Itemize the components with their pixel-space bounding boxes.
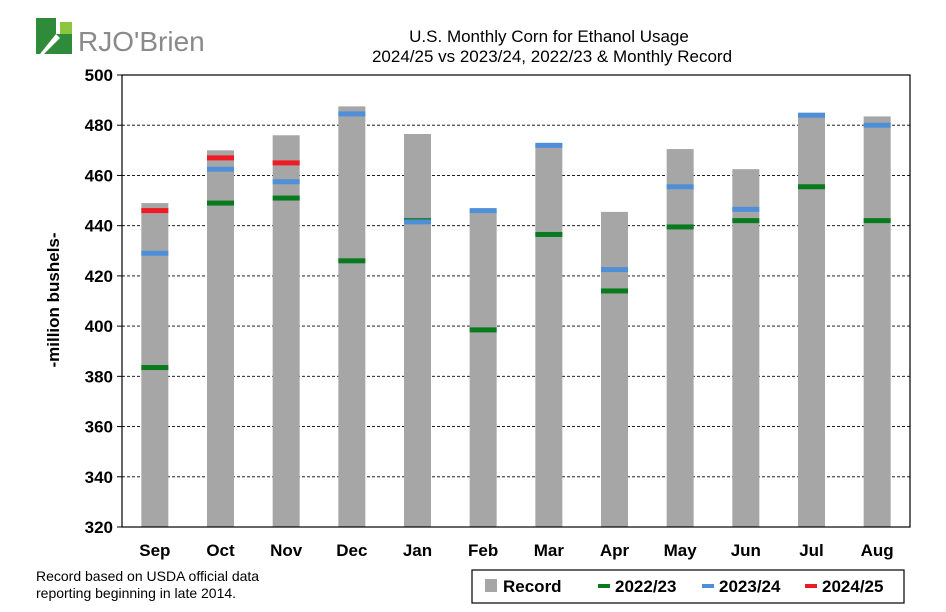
x-tick-label-oct: Oct [206,541,235,560]
y-axis-label: -million bushels- [44,232,63,367]
bar-record-feb [469,210,497,527]
y-tick-label-400: 400 [85,317,113,336]
bar-record-nov [272,135,300,527]
marker-2023-24-apr [601,267,628,273]
y-tick-label-480: 480 [85,116,113,135]
legend-2023-24-swatch [702,584,714,588]
rjobrien-logo: RJO'Brien [36,18,205,57]
marker-2022-23-dec [338,258,366,264]
x-tick-label-sep: Sep [139,541,170,560]
legend: Record 2022/23 2023/24 2024/25 [471,569,905,604]
legend-2022-23-swatch [598,584,610,588]
x-tick-label-may: May [664,541,698,560]
x-tick-label-jan: Jan [403,541,432,560]
marker-2022-23-jun [732,218,760,224]
legend-record-label: Record [503,577,562,596]
x-tick-label-jul: Jul [799,541,824,560]
bar-record-oct [207,150,234,528]
bar-record-apr [601,211,628,527]
x-tick-label-nov: Nov [270,541,303,560]
x-tick-label-aug: Aug [861,541,894,560]
marker-2023-24-feb [469,208,497,214]
bar-record-mar [535,144,563,528]
x-tick-label-mar: Mar [534,541,565,560]
legend-box [471,569,905,604]
marker-2022-23-sep [141,365,169,371]
chart-title: U.S. Monthly Corn for Ethanol Usage [409,27,689,46]
y-tick-label-360: 360 [85,418,113,437]
y-tick-label-500: 500 [85,66,113,85]
marker-2022-23-mar [535,231,563,237]
marker-2023-24-jul [798,112,825,118]
marker-2023-24-jun [732,206,760,212]
bar-record-jan [404,134,431,527]
y-tick-label-440: 440 [85,217,113,236]
marker-2023-24-aug [863,122,891,128]
bar-record-sep [141,203,169,528]
legend-2023-24-label: 2023/24 [719,577,781,596]
x-tick-label-dec: Dec [336,541,367,560]
marker-2023-24-nov [272,179,300,185]
marker-2024-25-oct [207,155,234,161]
legend-2024-25-label: 2024/25 [822,577,883,596]
marker-2023-24-may [666,184,694,190]
marker-2022-23-may [666,224,694,230]
bar-record-aug [863,116,891,527]
footnote-line-2: reporting beginning in late 2014. [36,585,237,601]
y-tick-label-340: 340 [85,468,113,487]
marker-2024-25-sep [141,208,169,214]
chart-subtitle: 2024/25 vs 2023/24, 2022/23 & Monthly Re… [372,47,732,66]
marker-2022-23-jul [798,184,825,190]
plot-background [122,75,910,527]
marker-2023-24-mar [535,142,563,148]
marker-2023-24-jan [404,219,431,225]
x-tick-label-jun: Jun [731,541,761,560]
logo-wordmark: RJO'Brien [78,26,205,57]
marker-2023-24-sep [141,250,169,256]
footnote-line-1: Record based on USDA official data [36,568,260,584]
footnote: Record based on USDA official data repor… [36,568,259,602]
marker-2022-23-nov [272,195,300,201]
marker-2023-24-dec [338,111,366,117]
plot-frame [121,74,911,528]
bar-record-may [666,149,694,528]
marker-2022-23-apr [601,288,628,294]
x-tick-label-apr: Apr [600,541,630,560]
marker-2023-24-oct [207,166,234,172]
x-tick-label-feb: Feb [468,541,498,560]
y-tick-label-460: 460 [85,166,113,185]
y-tick-label-420: 420 [85,267,113,286]
legend-2022-23-label: 2022/23 [615,577,676,596]
logo-mark-icon [36,18,72,54]
marker-2022-23-oct [207,200,234,206]
legend-2024-25-swatch [805,584,817,588]
y-tick-label-320: 320 [85,518,113,537]
marker-2024-25-nov [272,160,300,166]
plot-area: 320 340 360 380 400 420 440 460 480 500 Sep Oct Nov D… [85,66,911,560]
bar-record-jul [798,115,825,527]
bar-record-jun [732,169,760,527]
y-tick-label-380: 380 [85,367,113,386]
legend-record-swatch [485,579,497,592]
bar-record-dec [338,106,366,527]
marker-2022-23-feb [469,327,497,333]
marker-2022-23-aug [863,218,891,224]
